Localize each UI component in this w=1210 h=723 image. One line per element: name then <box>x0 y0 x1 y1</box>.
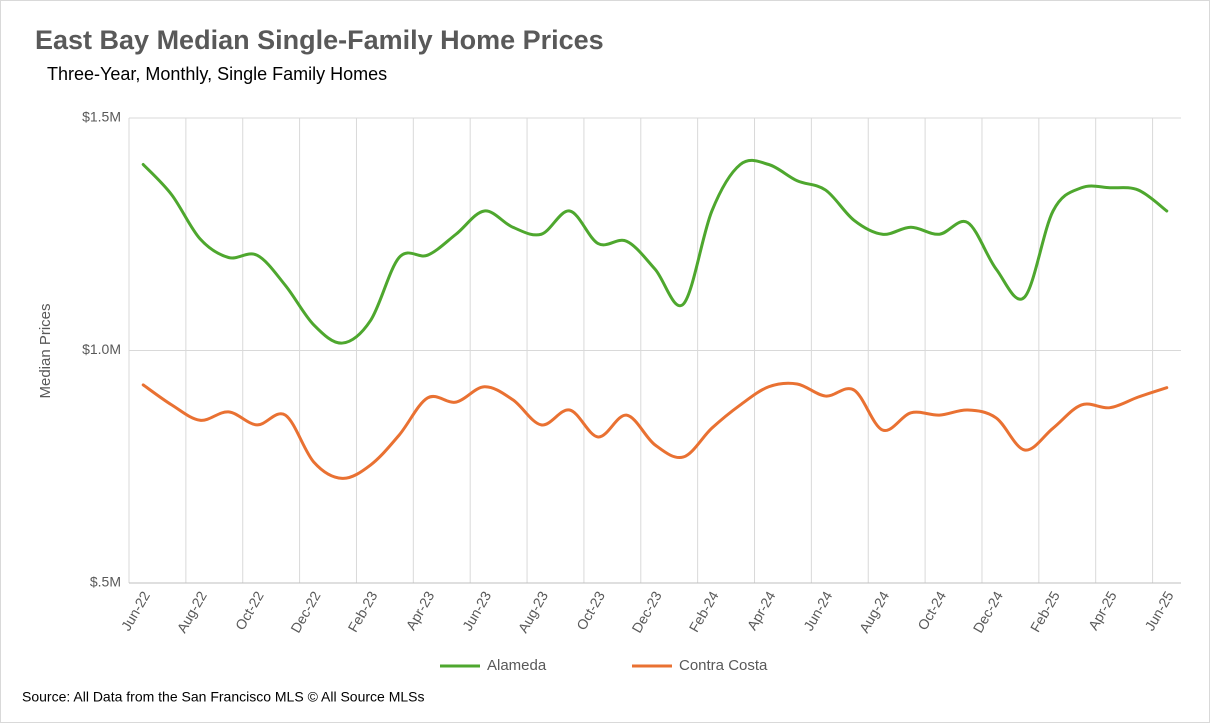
data-line <box>141 158 1169 345</box>
source-note: Source: All Data from the San Francisco … <box>22 689 424 705</box>
y-tick-label: $1.5M <box>82 109 121 125</box>
y-axis-label: Median Prices <box>37 303 54 398</box>
chart-subtitle: Three-Year, Monthly, Single Family Homes <box>47 64 387 84</box>
y-tick-label: $1.0M <box>82 341 121 357</box>
legend-label: Contra Costa <box>679 657 768 674</box>
data-line <box>141 381 1169 480</box>
y-tick-label: $.5M <box>90 574 121 590</box>
legend-label: Alameda <box>487 657 547 674</box>
chart-title: East Bay Median Single-Family Home Price… <box>35 25 604 55</box>
